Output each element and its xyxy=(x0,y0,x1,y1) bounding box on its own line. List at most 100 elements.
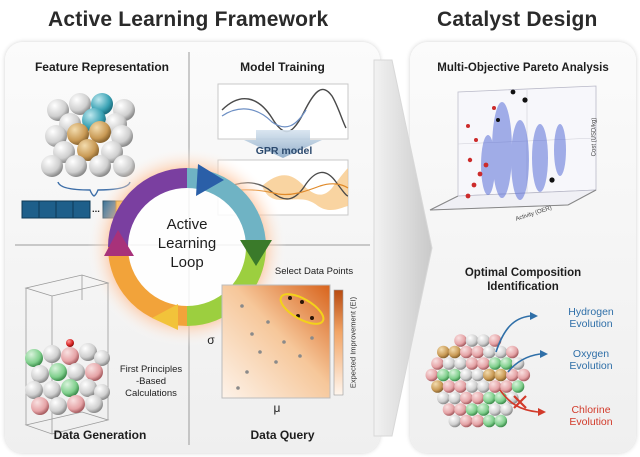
nanoparticle-atom xyxy=(500,380,513,393)
loop-arrowhead-top xyxy=(196,164,224,196)
nanoparticle-atom xyxy=(471,391,485,405)
nanoparticle-atom xyxy=(465,403,479,416)
nanoparticle-atom xyxy=(488,334,502,347)
pareto-z-axis-label: Cost (USD/kg) xyxy=(591,117,598,157)
nanoparticle-atom xyxy=(471,414,485,428)
nanoparticle-atom xyxy=(460,391,473,405)
nanoparticle-atom xyxy=(477,357,490,370)
nanoparticle-atom xyxy=(442,403,456,416)
nanoparticle-atom xyxy=(465,357,479,370)
feature-cluster xyxy=(41,93,135,177)
right-title: Catalyst Design xyxy=(437,8,598,31)
nanoparticle-atom xyxy=(442,380,456,393)
nanoparticle-atom xyxy=(460,345,473,359)
optimal-composition-title: Optimal Composition Identification xyxy=(412,266,634,294)
first-principles-line-1: First Principles xyxy=(119,364,183,375)
hydrogen-evolution-label: Hydrogen Evolution xyxy=(556,306,626,330)
loop-label: Active Learning Loop xyxy=(147,215,227,272)
loop-arrowhead-bottom xyxy=(152,304,178,330)
nanoparticle-atom xyxy=(483,391,496,405)
nanoparticle-atom xyxy=(494,368,508,382)
gpr-model-label: GPR model xyxy=(255,145,313,157)
optimal-title-line-1: Optimal Composition xyxy=(464,267,582,279)
oxygen-line-2: Evolution xyxy=(569,360,613,372)
nanoparticle-atom xyxy=(500,357,513,370)
nanoparticle-atom xyxy=(517,368,531,382)
nanoparticle-atom xyxy=(454,357,467,370)
sigma-axis-label: σ xyxy=(207,333,215,347)
nanoparticle-atom xyxy=(460,414,473,428)
nanoparticle-atom xyxy=(488,380,502,393)
nanoparticle-atom xyxy=(437,345,450,359)
hydrogen-line-2: Evolution xyxy=(569,318,613,330)
nanoparticle-atom xyxy=(511,380,525,393)
nanoparticle-atom xyxy=(488,403,502,416)
nanoparticle-atom xyxy=(437,391,450,405)
nanoparticle-atom xyxy=(454,334,467,347)
left-title: Active Learning Framework xyxy=(48,8,329,31)
nanoparticle-atom xyxy=(477,403,490,416)
nanoparticle-atom xyxy=(431,357,444,370)
feature-representation-label: Feature Representation xyxy=(34,60,170,74)
feature-ellipsis: ... xyxy=(92,204,100,215)
nanoparticle-atom xyxy=(460,368,473,382)
block-mark xyxy=(513,395,527,409)
nanoparticle-atom xyxy=(431,380,444,393)
pareto-analysis-title: Multi-Objective Pareto Analysis xyxy=(437,62,609,74)
nanoparticle-atom xyxy=(448,391,462,405)
nanoparticle-atom xyxy=(465,380,479,393)
chlorine-evolution-label: Chlorine Evolution xyxy=(556,404,626,428)
ei-colorbar-label: Expected Improvement (EI) xyxy=(348,296,358,389)
nanoparticle-atom xyxy=(483,345,496,359)
nanoparticle-atom xyxy=(500,403,513,416)
first-principles-label: First Principles -Based Calculations xyxy=(110,364,192,400)
nanoparticle-atom xyxy=(477,334,490,347)
nanoparticle-atom xyxy=(465,334,479,347)
nanoparticle xyxy=(425,334,531,428)
nanoparticle-atom xyxy=(471,345,485,359)
nanoparticle-atom xyxy=(494,414,508,428)
nanoparticle-atom xyxy=(471,368,485,382)
hydrogen-line-1: Hydrogen xyxy=(568,306,614,318)
select-data-points-label: Select Data Points xyxy=(274,266,354,277)
nanoparticle-atom xyxy=(448,345,462,359)
loop-line-2: Learning xyxy=(157,235,217,252)
loop-arrowhead-left xyxy=(104,230,134,256)
oxygen-line-1: Oxygen xyxy=(572,348,610,360)
optimal-title-line-2: Identification xyxy=(487,281,559,293)
oxygen-evolution-label: Oxygen Evolution xyxy=(556,348,626,372)
gpr-arrow xyxy=(244,130,322,158)
ei-heatmap xyxy=(221,284,344,399)
nanoparticle-atom xyxy=(448,414,462,428)
nanoparticle-atom xyxy=(477,380,490,393)
nanoparticle-atom xyxy=(454,380,467,393)
model-training-label: Model Training xyxy=(240,60,325,74)
hydrogen-arrow xyxy=(495,315,531,353)
loop-line-1: Active xyxy=(166,216,208,233)
first-principles-line-3: Calculations xyxy=(125,388,177,399)
loop-line-3: Loop xyxy=(170,254,204,271)
nanoparticle-atom xyxy=(506,345,519,359)
nanoparticle-atom xyxy=(483,368,496,382)
data-generation-label: Data Generation xyxy=(53,428,147,442)
oxygen-arrow xyxy=(507,353,541,373)
nanoparticle-atom xyxy=(494,391,508,405)
transition-arrow xyxy=(373,59,433,437)
nanoparticle-atom xyxy=(442,357,456,370)
nanoparticle-atom xyxy=(483,414,496,428)
slab-structure xyxy=(24,274,110,435)
nanoparticle-atom xyxy=(448,368,462,382)
data-query-label: Data Query xyxy=(250,428,315,442)
nanoparticle-atom xyxy=(454,403,467,416)
model-plot-top xyxy=(217,83,349,140)
loop-arrowhead-right xyxy=(240,240,272,266)
mu-axis-label: μ xyxy=(273,401,281,415)
nanoparticle-atom xyxy=(488,357,502,370)
chlorine-line-1: Chlorine xyxy=(571,404,611,416)
first-principles-line-2: -Based xyxy=(135,376,167,387)
chlorine-line-2: Evolution xyxy=(569,416,613,428)
nanoparticle-atom xyxy=(506,368,519,382)
pareto-plot xyxy=(429,85,597,211)
nanoparticle-atom xyxy=(425,368,439,382)
